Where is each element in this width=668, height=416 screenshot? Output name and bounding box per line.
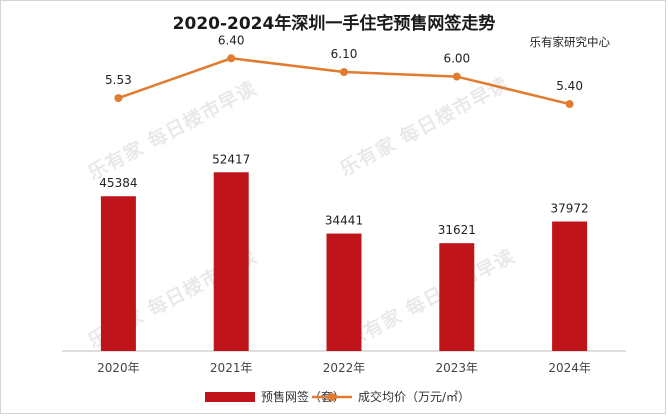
bar-value-label: 52417 (212, 152, 250, 166)
line-point (452, 72, 461, 81)
bar (552, 221, 588, 351)
bar-value-label: 45384 (99, 176, 137, 190)
legend-swatch-bar (205, 392, 255, 402)
bar-value-label: 31621 (438, 223, 476, 237)
bar (439, 243, 475, 351)
bar (100, 196, 136, 351)
line-value-label: 5.53 (105, 73, 132, 87)
source-label: 乐有家研究中心 (529, 35, 611, 49)
x-tick-label: 2022年 (323, 361, 366, 375)
legend-label-bar: 预售网签（套） (261, 389, 345, 404)
series-line (117, 57, 570, 106)
line-point (227, 54, 236, 63)
bar (213, 172, 249, 351)
x-tick-label: 2021年 (210, 361, 253, 375)
line-point (565, 100, 574, 109)
line-value-label: 6.10 (331, 47, 358, 61)
bar-value-label: 34441 (325, 214, 363, 228)
bar-value-label: 37972 (551, 202, 589, 216)
line-value-label: 6.40 (218, 33, 245, 47)
line-point (340, 68, 348, 77)
chart-title: 2020-2024年深圳一手住宅预售网签走势 (172, 14, 496, 34)
line-value-label: 6.00 (443, 52, 470, 66)
x-tick-label: 2023年 (436, 361, 479, 375)
line-point (114, 94, 123, 103)
bar (326, 233, 362, 351)
legend-label-line: 成交均价（万元/㎡） (358, 389, 470, 404)
legend-swatch-marker (328, 393, 336, 401)
line-value-label: 5.40 (556, 79, 583, 93)
x-tick-label: 2020年 (97, 361, 140, 375)
x-tick-label: 2024年 (548, 361, 591, 375)
